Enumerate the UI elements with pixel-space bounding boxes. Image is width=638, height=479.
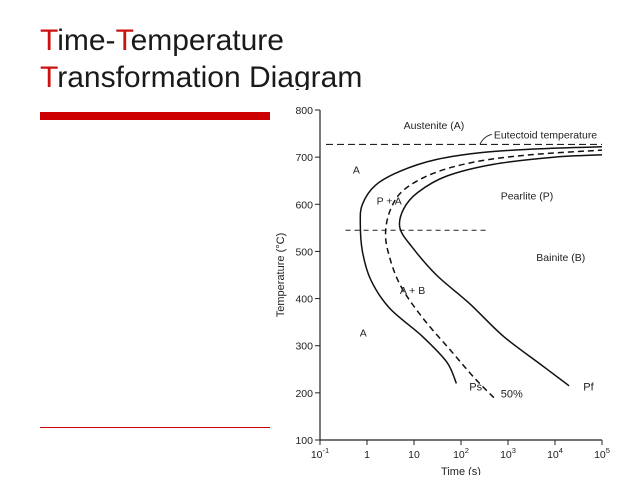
curve-50pct — [384, 149, 603, 399]
x-tick-label: 10 — [408, 449, 420, 461]
y-tick-label: 500 — [295, 246, 313, 258]
footer-rule — [40, 427, 285, 428]
x-tick-label: 103 — [500, 446, 516, 461]
region-label: Bainite (B) — [536, 252, 585, 264]
x-axis-label: Time (s) — [441, 466, 481, 475]
y-tick-label: 100 — [295, 435, 313, 447]
region-label: A + B — [400, 285, 425, 297]
x-tick-label: 104 — [547, 446, 563, 461]
ttt-diagram: 100 200 300 400 500 600 700 800 10-1 1 10 102 103 104… — [270, 90, 610, 475]
region-label: A — [360, 327, 367, 339]
y-tick-label: 300 — [295, 341, 313, 353]
curve-label: 50% — [501, 389, 523, 401]
title-line-2: Transformation Diagram — [40, 59, 362, 96]
y-tick-label: 200 — [295, 388, 313, 400]
region-label: Eutectoid temperature — [494, 129, 597, 141]
y-tick-label: 400 — [295, 294, 313, 306]
curve-label: Pf — [583, 382, 594, 394]
y-tick-label: 800 — [295, 105, 313, 117]
title-text: emperature — [130, 24, 284, 57]
region-label: Pearlite (P) — [501, 191, 554, 203]
title-text: ransformation Diagram — [57, 61, 363, 94]
slide-title: Time-Temperature Transformation Diagram — [40, 22, 362, 96]
title-accent-letter: T — [40, 61, 58, 94]
curve-label: Ps — [469, 382, 482, 394]
title-accent-letter: T — [40, 24, 58, 57]
x-tick-label: 1 — [364, 449, 370, 461]
y-axis-label: Temperature (°C) — [275, 233, 287, 317]
region-label: A — [353, 165, 360, 177]
region-label: Austenite (A) — [404, 120, 465, 132]
title-line-1: Time-Temperature — [40, 22, 362, 59]
eutectoid-leader — [479, 133, 492, 145]
region-label: P + A — [377, 195, 402, 207]
title-underline-bar — [40, 112, 285, 120]
title-text: ime- — [57, 24, 116, 57]
ttt-diagram-svg: 100 200 300 400 500 600 700 800 10-1 1 10 102 103 104… — [275, 105, 610, 475]
title-accent-letter: T — [115, 24, 131, 57]
y-tick-label: 700 — [295, 152, 313, 164]
curve-ps — [359, 146, 603, 384]
curve-pf — [398, 154, 603, 387]
x-tick-label: 10-1 — [311, 446, 329, 461]
x-tick-label: 105 — [594, 446, 610, 461]
x-tick-label: 102 — [453, 446, 469, 461]
y-tick-label: 600 — [295, 199, 313, 211]
